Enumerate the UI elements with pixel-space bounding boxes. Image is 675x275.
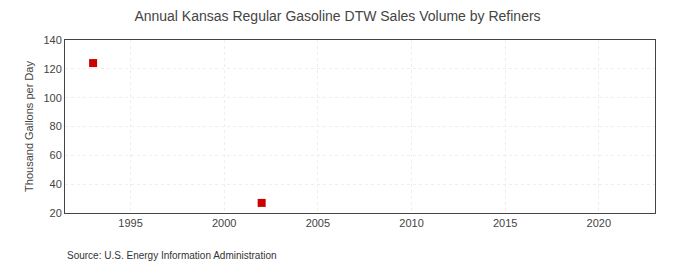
svg-text:120: 120	[43, 63, 61, 75]
svg-text:80: 80	[50, 120, 62, 132]
svg-text:100: 100	[43, 92, 61, 104]
svg-text:1995: 1995	[118, 217, 142, 229]
svg-text:2010: 2010	[399, 217, 423, 229]
svg-text:60: 60	[50, 149, 62, 161]
svg-text:140: 140	[43, 34, 61, 46]
svg-text:2005: 2005	[306, 217, 330, 229]
svg-text:Thousand Gallons per Day: Thousand Gallons per Day	[23, 61, 35, 192]
svg-text:2015: 2015	[493, 217, 517, 229]
svg-text:40: 40	[50, 178, 62, 190]
svg-text:Source: U.S. Energy Informatio: Source: U.S. Energy Information Administ…	[67, 250, 277, 261]
svg-text:2020: 2020	[587, 217, 611, 229]
svg-text:20: 20	[50, 207, 62, 219]
svg-text:2000: 2000	[212, 217, 236, 229]
svg-text:Annual Kansas Regular Gasoline: Annual Kansas Regular Gasoline DTW Sales…	[134, 8, 540, 24]
